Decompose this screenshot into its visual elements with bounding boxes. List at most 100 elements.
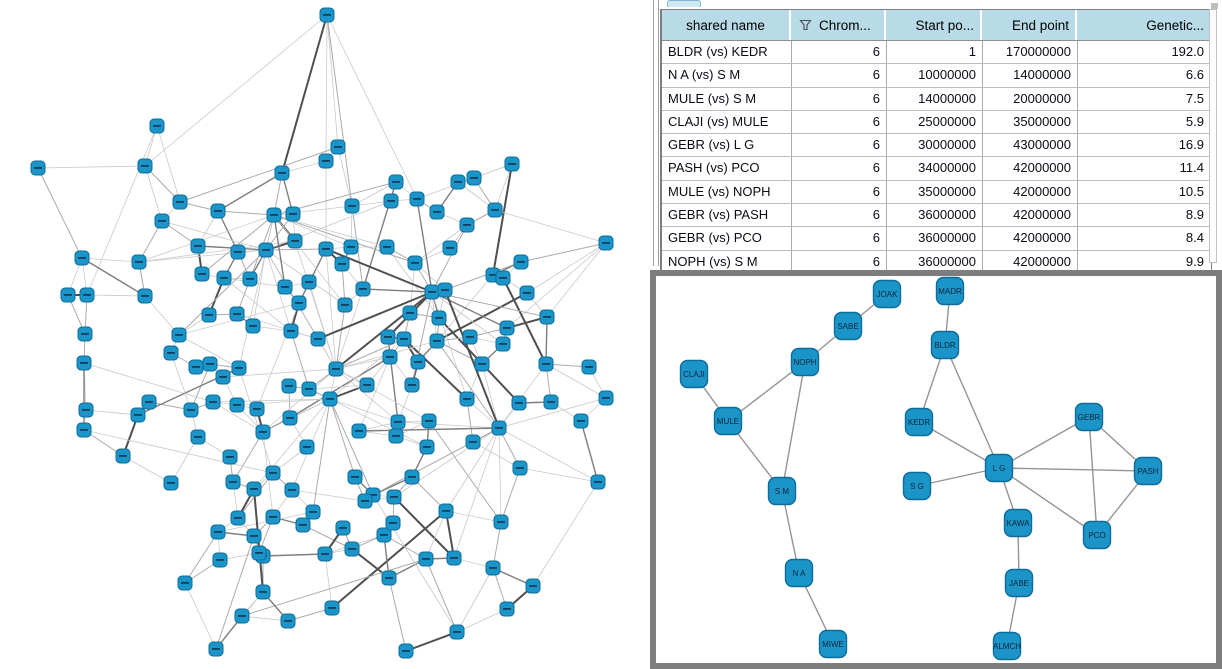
network-node[interactable] xyxy=(357,493,373,509)
network-node[interactable] xyxy=(449,624,465,640)
network-node[interactable] xyxy=(407,255,423,271)
network-node[interactable] xyxy=(77,326,93,342)
network-node[interactable] xyxy=(590,474,606,490)
network-node[interactable] xyxy=(429,333,445,349)
network-node[interactable] xyxy=(163,475,179,491)
network-node[interactable] xyxy=(543,394,559,410)
network-node[interactable] xyxy=(385,515,401,531)
network-node[interactable] xyxy=(130,407,146,423)
network-node[interactable] xyxy=(465,434,481,450)
network-node[interactable] xyxy=(115,448,131,464)
network-node[interactable] xyxy=(491,420,507,436)
network-node[interactable] xyxy=(538,356,554,372)
network-node-noph[interactable]: NOPH xyxy=(790,347,820,377)
network-node-s-g[interactable]: S G xyxy=(902,471,932,501)
network-node[interactable] xyxy=(76,355,92,371)
network-node[interactable] xyxy=(386,489,402,505)
network-node[interactable] xyxy=(388,428,404,444)
network-node[interactable] xyxy=(210,524,226,540)
table-row[interactable]: MULE (vs) S M 6 14000000 20000000 7.5 xyxy=(662,86,1211,110)
network-node[interactable] xyxy=(234,608,250,624)
network-node[interactable] xyxy=(499,601,515,617)
network-node[interactable] xyxy=(379,239,395,255)
network-node-madr[interactable]: MADR xyxy=(935,276,965,306)
network-node[interactable] xyxy=(437,282,453,298)
network-node[interactable] xyxy=(318,153,334,169)
network-node-kawa[interactable]: KAWA xyxy=(1003,508,1033,538)
network-node[interactable] xyxy=(255,584,271,600)
table-row[interactable]: GEBR (vs) PCO 6 36000000 42000000 8.4 xyxy=(662,226,1211,250)
network-node[interactable] xyxy=(202,356,218,372)
network-node[interactable] xyxy=(337,297,353,313)
network-node[interactable] xyxy=(210,203,226,219)
network-node[interactable] xyxy=(74,250,90,266)
table-row[interactable]: PASH (vs) PCO 6 34000000 42000000 11.4 xyxy=(662,156,1211,180)
network-node[interactable] xyxy=(344,541,360,557)
small-network-canvas[interactable]: JOAK MADR SABE BLDR NOPH CLAJI MULE KEDR GEBR L G… xyxy=(656,276,1216,663)
network-node[interactable] xyxy=(131,254,147,270)
network-node[interactable] xyxy=(190,429,206,445)
network-node[interactable] xyxy=(282,410,298,426)
network-node[interactable] xyxy=(255,424,271,440)
network-node[interactable] xyxy=(317,546,333,562)
network-node[interactable] xyxy=(265,509,281,525)
network-node[interactable] xyxy=(246,481,262,497)
network-node[interactable] xyxy=(419,439,435,455)
network-node-l-g[interactable]: L G xyxy=(984,453,1014,483)
network-node[interactable] xyxy=(30,160,46,176)
network-node[interactable] xyxy=(499,320,515,336)
network-node[interactable] xyxy=(190,238,206,254)
table-row[interactable]: NOPH (vs) S M 6 36000000 42000000 9.9 xyxy=(662,249,1211,273)
table-row[interactable]: MULE (vs) NOPH 6 35000000 42000000 10.5 xyxy=(662,179,1211,204)
network-node[interactable] xyxy=(495,336,511,352)
network-node[interactable] xyxy=(335,520,351,536)
network-node[interactable] xyxy=(539,309,555,325)
network-node[interactable] xyxy=(301,274,317,290)
network-node[interactable] xyxy=(287,233,303,249)
network-node[interactable] xyxy=(137,288,153,304)
network-node[interactable] xyxy=(215,369,231,385)
network-node[interactable] xyxy=(249,401,265,417)
network-node[interactable] xyxy=(229,306,245,322)
network-node[interactable] xyxy=(201,307,217,323)
network-node-s-m[interactable]: S M xyxy=(767,476,797,506)
network-node[interactable] xyxy=(573,413,589,429)
network-node[interactable] xyxy=(382,349,398,365)
network-node[interactable] xyxy=(177,575,193,591)
network-node[interactable] xyxy=(281,378,297,394)
network-node[interactable] xyxy=(598,390,614,406)
network-node[interactable] xyxy=(291,295,307,311)
network-node[interactable] xyxy=(60,287,76,303)
network-node[interactable] xyxy=(283,323,299,339)
table-row[interactable]: N A (vs) S M 6 10000000 14000000 6.6 xyxy=(662,63,1211,87)
network-node-gebr[interactable]: GEBR xyxy=(1074,402,1104,432)
network-node[interactable] xyxy=(216,270,232,286)
network-node[interactable] xyxy=(581,359,597,375)
network-node[interactable] xyxy=(318,241,334,257)
network-node[interactable] xyxy=(301,381,317,397)
network-node[interactable] xyxy=(525,578,541,594)
network-node[interactable] xyxy=(485,560,501,576)
tab-stub[interactable] xyxy=(667,0,701,7)
network-node[interactable] xyxy=(418,551,434,567)
network-node[interactable] xyxy=(225,474,241,490)
network-node[interactable] xyxy=(381,570,397,586)
network-node[interactable] xyxy=(513,254,529,270)
network-node[interactable] xyxy=(305,504,321,520)
network-node[interactable] xyxy=(154,213,170,229)
network-node[interactable] xyxy=(284,482,300,498)
network-node[interactable] xyxy=(466,170,482,186)
network-node[interactable] xyxy=(410,354,426,370)
network-node[interactable] xyxy=(324,600,340,616)
network-node[interactable] xyxy=(141,394,157,410)
table-row[interactable]: GEBR (vs) L G 6 30000000 43000000 16.9 xyxy=(662,133,1211,157)
network-node[interactable] xyxy=(511,395,527,411)
network-node[interactable] xyxy=(493,514,509,530)
network-node[interactable] xyxy=(76,422,92,438)
network-node[interactable] xyxy=(246,528,262,544)
network-node[interactable] xyxy=(78,402,94,418)
network-node[interactable] xyxy=(222,449,238,465)
network-node[interactable] xyxy=(474,356,490,372)
network-node[interactable] xyxy=(424,284,440,300)
network-node[interactable] xyxy=(343,239,359,255)
